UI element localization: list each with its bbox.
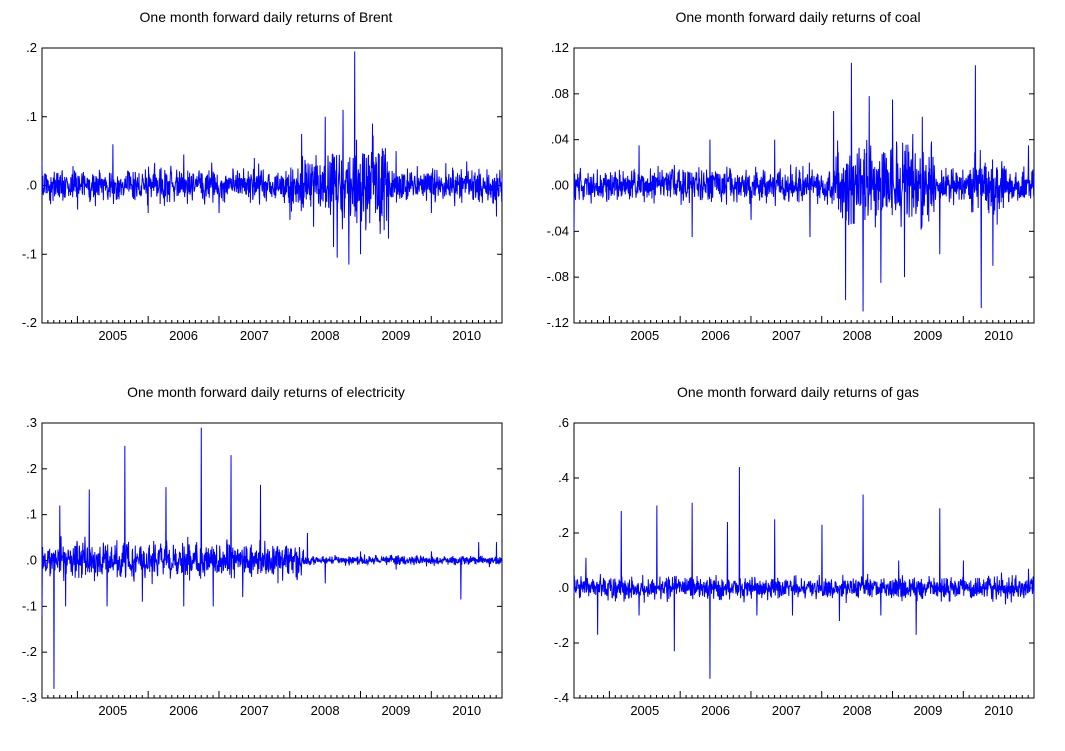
y-tick-label: .12 <box>551 40 569 55</box>
x-tick-label: 2009 <box>913 703 942 718</box>
y-tick-label: -.12 <box>547 315 569 330</box>
chart-svg-brent: .2 .1 .0 -.1 -.2 2005 2006 2007 2008 2009 2010 <box>22 40 503 343</box>
y-tick-label: .4 <box>558 470 569 485</box>
y-tick-label: -.2 <box>22 315 37 330</box>
y-tick-label: .0 <box>26 178 37 193</box>
chart-svg-electricity: .3 .2 .1 .0 -.1 -.2 -.3 2005 2006 2007 2008 2009 201… <box>22 415 503 718</box>
y-tick-label: -.1 <box>22 598 37 613</box>
x-tick-label: 2005 <box>630 328 659 343</box>
y-tick-label: .2 <box>26 40 37 55</box>
chart-title: One month forward daily returns of coal <box>675 9 921 25</box>
plot-frame <box>573 422 1035 699</box>
x-tick-label: 2005 <box>98 328 127 343</box>
chart-panel-coal: One month forward daily returns of coal … <box>532 0 1064 375</box>
chart-panel-gas: One month forward daily returns of gas .… <box>532 375 1064 750</box>
x-tick-label: 2007 <box>772 703 801 718</box>
series-line <box>573 62 1035 312</box>
x-tick-label: 2010 <box>452 703 481 718</box>
x-tick-label: 2010 <box>984 703 1013 718</box>
y-tick-label: .00 <box>551 178 569 193</box>
x-tick-label: 2010 <box>452 328 481 343</box>
y-tick-label: .1 <box>26 109 37 124</box>
x-tick-label: 2008 <box>843 703 872 718</box>
y-tick-label: -.3 <box>22 690 37 705</box>
x-tick-label: 2008 <box>843 328 872 343</box>
y-tick-label: .2 <box>558 525 569 540</box>
x-tick-label: 2009 <box>381 328 410 343</box>
chart-title: One month forward daily returns of elect… <box>127 384 405 400</box>
y-tick-label: .6 <box>558 415 569 430</box>
x-tick-label: 2005 <box>630 703 659 718</box>
series-line <box>573 466 1035 679</box>
y-tick-label: .0 <box>558 580 569 595</box>
chart-svg-gas: .6 .4 .2 .0 -.2 -.4 2005 2006 2007 2008 2009 2010 <box>554 415 1035 718</box>
y-tick-label: .2 <box>26 461 37 476</box>
chart-title: One month forward daily returns of gas <box>676 384 919 400</box>
x-tick-label: 2006 <box>169 703 198 718</box>
series-line <box>41 427 503 689</box>
x-tick-label: 2006 <box>169 328 198 343</box>
x-tick-label: 2005 <box>98 703 127 718</box>
x-tick-label: 2006 <box>701 328 730 343</box>
y-tick-label: -.08 <box>547 269 569 284</box>
y-tick-label: -.2 <box>554 635 569 650</box>
series-line <box>41 51 503 265</box>
x-tick-label: 2009 <box>913 328 942 343</box>
chart-svg-coal: .12 .08 .04 .00 -.04 -.08 -.12 2005 2006 2007 2008… <box>547 40 1035 343</box>
y-tick-label: -.2 <box>22 644 37 659</box>
x-tick-label: 2008 <box>311 703 340 718</box>
chart-panel-electricity: One month forward daily returns of elect… <box>0 375 532 750</box>
y-tick-label: .0 <box>26 553 37 568</box>
x-tick-label: 2007 <box>772 328 801 343</box>
x-tick-label: 2010 <box>984 328 1013 343</box>
chart-panel-brent: One month forward daily returns of Brent… <box>0 0 532 375</box>
y-tick-label: .08 <box>551 86 569 101</box>
y-tick-label: -.4 <box>554 690 569 705</box>
y-tick-label: -.04 <box>547 223 569 238</box>
x-tick-label: 2008 <box>311 328 340 343</box>
chart-title: One month forward daily returns of Brent <box>139 9 393 25</box>
x-tick-label: 2006 <box>701 703 730 718</box>
x-tick-label: 2007 <box>240 328 269 343</box>
x-tick-label: 2007 <box>240 703 269 718</box>
x-tick-label: 2009 <box>381 703 410 718</box>
y-tick-label: .1 <box>26 507 37 522</box>
y-tick-label: -.1 <box>22 246 37 261</box>
y-tick-label: .3 <box>26 415 37 430</box>
y-tick-label: .04 <box>551 132 569 147</box>
